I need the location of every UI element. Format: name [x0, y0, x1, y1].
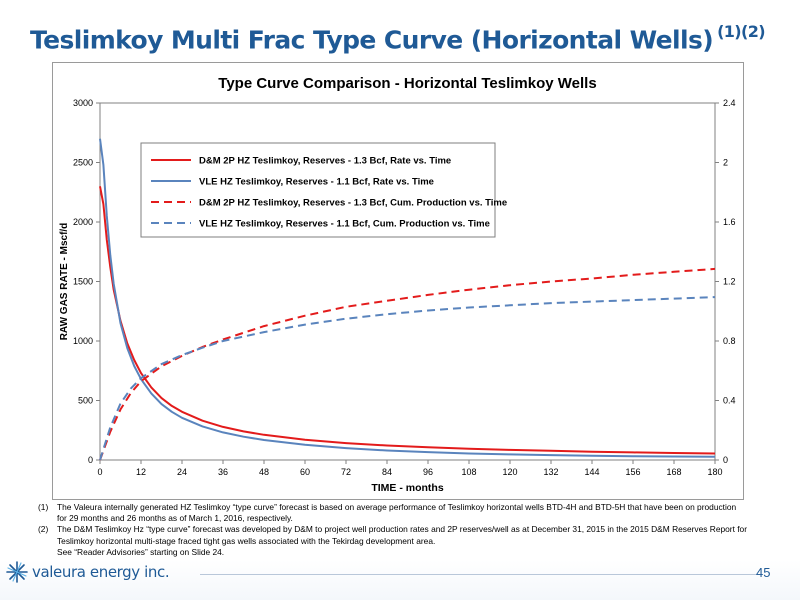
y2-tick-label: 0.8: [723, 336, 736, 346]
y2-tick-label: 2.4: [723, 98, 736, 108]
y-axis-label: RAW GAS RATE - Mscf/d: [59, 223, 70, 341]
x-tick-label: 108: [461, 467, 476, 477]
y-tick-label: 2000: [73, 217, 93, 227]
page-number: 45: [756, 565, 771, 580]
footnote-1-number: (1): [38, 502, 49, 512]
starburst-icon: [6, 561, 28, 583]
y-tick-label: 1000: [73, 336, 93, 346]
footer-divider: [200, 574, 760, 575]
legend-box: [140, 142, 496, 238]
x-tick-label: 84: [382, 467, 392, 477]
legend-label-2: VLE HZ Teslimkoy, Reserves - 1.1 Bcf, Ra…: [199, 177, 434, 188]
page-title: Teslimkoy Multi Frac Type Curve (Horizon…: [30, 22, 790, 55]
y-tick-label: 1500: [73, 277, 93, 287]
y2-tick-label: 1.2: [723, 277, 736, 287]
logo-text: valeura energy inc.: [32, 563, 170, 581]
x-tick-label: 132: [543, 467, 558, 477]
footnote-2-text: The D&M Teslimkoy Hz “type curve” foreca…: [57, 524, 748, 546]
y2-tick-label: 0: [723, 455, 728, 465]
legend-label-1: D&M 2P HZ Teslimkoy, Reserves - 1.3 Bcf,…: [199, 156, 451, 167]
title-footnote-ref: (1)(2): [717, 22, 766, 41]
footnotes: (1) The Valeura internally generated HZ …: [38, 502, 748, 558]
x-tick-label: 36: [218, 467, 228, 477]
x-tick-label: 120: [502, 467, 517, 477]
chart-svg: Type Curve Comparison - Horizontal Tesli…: [59, 75, 736, 494]
x-tick-label: 48: [259, 467, 269, 477]
y-tick-label: 3000: [73, 98, 93, 108]
series-line-4: [99, 296, 716, 461]
y2-tick-label: 2: [723, 158, 728, 168]
x-tick-label: 0: [97, 467, 102, 477]
x-tick-label: 144: [584, 467, 599, 477]
company-logo: valeura energy inc.: [6, 560, 170, 584]
series-line-3: [99, 267, 716, 461]
x-tick-label: 72: [341, 467, 351, 477]
legend-label-4: VLE HZ Teslimkoy, Reserves - 1.1 Bcf, Cu…: [199, 219, 490, 230]
x-tick-label: 96: [423, 467, 433, 477]
x-tick-label: 156: [625, 467, 640, 477]
x-axis-label: TIME - months: [371, 482, 443, 494]
x-tick-label: 24: [177, 467, 187, 477]
legend-label-3: D&M 2P HZ Teslimkoy, Reserves - 1.3 Bcf,…: [199, 198, 507, 209]
footnote-2-number: (2): [38, 524, 49, 535]
series-line-2: [99, 138, 716, 458]
footnote-advisory: See “Reader Advisories” starting on Slid…: [57, 546, 225, 557]
footnote-1-text: The Valeura internally generated HZ Tesl…: [57, 502, 737, 524]
x-tick-label: 168: [666, 467, 681, 477]
chart-frame: Type Curve Comparison - Horizontal Tesli…: [52, 62, 744, 500]
x-tick-label: 180: [707, 467, 722, 477]
page-title-text: Teslimkoy Multi Frac Type Curve (Horizon…: [30, 25, 714, 55]
x-tick-label: 60: [300, 467, 310, 477]
footnote-2: (2) The D&M Teslimkoy Hz “type curve” fo…: [38, 524, 748, 546]
chart-title: Type Curve Comparison - Horizontal Tesli…: [218, 75, 596, 92]
footnote-1: (1) The Valeura internally generated HZ …: [38, 502, 748, 524]
x-tick-label: 12: [136, 467, 146, 477]
y2-tick-label: 1.6: [723, 217, 736, 227]
y-tick-label: 500: [78, 396, 93, 406]
y-tick-label: 2500: [73, 158, 93, 168]
y-tick-label: 0: [88, 455, 93, 465]
y2-tick-label: 0.4: [723, 396, 736, 406]
